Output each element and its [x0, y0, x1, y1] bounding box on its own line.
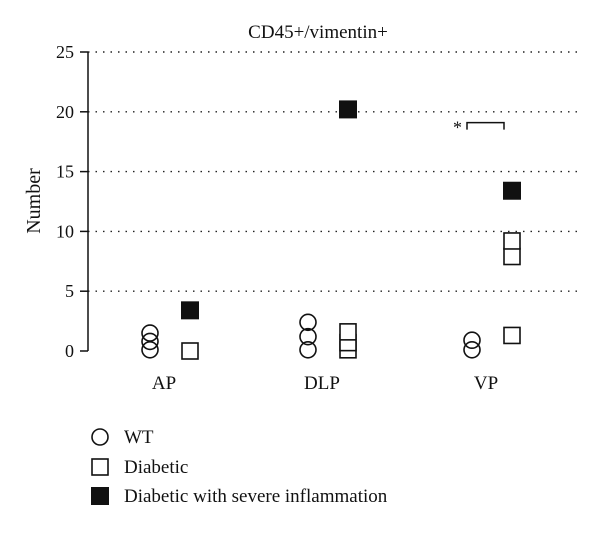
chart-title: CD45+/vimentin+: [248, 22, 388, 43]
plot-area: 0 5 10 15 20 25 AP DLP VP *: [56, 42, 578, 394]
data-point-open-circle: [299, 313, 317, 332]
data-point-open-circle: [141, 324, 159, 342]
data-point-filled-square: [339, 100, 357, 119]
y-tick-label: 25: [56, 42, 74, 62]
data-point-open-square: [339, 323, 357, 341]
legend-marker-filled-square: [91, 487, 109, 505]
y-tick-label: 5: [65, 281, 74, 301]
data-point-open-square: [503, 326, 521, 345]
x-category-label: VP: [474, 373, 498, 394]
legend-label: WT: [124, 427, 154, 448]
data-point-filled-square: [503, 181, 521, 200]
y-tick-label: 10: [56, 221, 74, 241]
legend-label: Diabetic with severe inflammation: [124, 486, 388, 507]
significance-bracket: [466, 121, 505, 130]
x-category-label: DLP: [304, 373, 340, 394]
significance-star: *: [453, 118, 462, 138]
data-point-open-circle: [299, 327, 317, 346]
y-tick-label: 0: [65, 341, 74, 361]
legend: WT Diabetic Diabetic with severe inflammat…: [91, 427, 388, 507]
data-point-open-circle: [299, 341, 317, 359]
data-point-open-circle: [141, 332, 159, 351]
y-axis-title: Number: [23, 168, 45, 234]
legend-marker-open-circle: [91, 428, 109, 446]
data-point-open-circle: [463, 331, 481, 350]
data-point-open-square: [503, 247, 521, 266]
y-tick-label: 20: [56, 102, 74, 122]
data-point-filled-square: [181, 301, 199, 320]
legend-label: Diabetic: [124, 457, 188, 478]
data-point-open-square: [503, 232, 521, 250]
x-category-label: AP: [152, 373, 176, 394]
y-tick-label: 15: [56, 162, 74, 182]
legend-marker-open-square: [91, 458, 109, 476]
data-point-open-circle: [463, 341, 481, 359]
data-point-open-square: [181, 342, 199, 360]
